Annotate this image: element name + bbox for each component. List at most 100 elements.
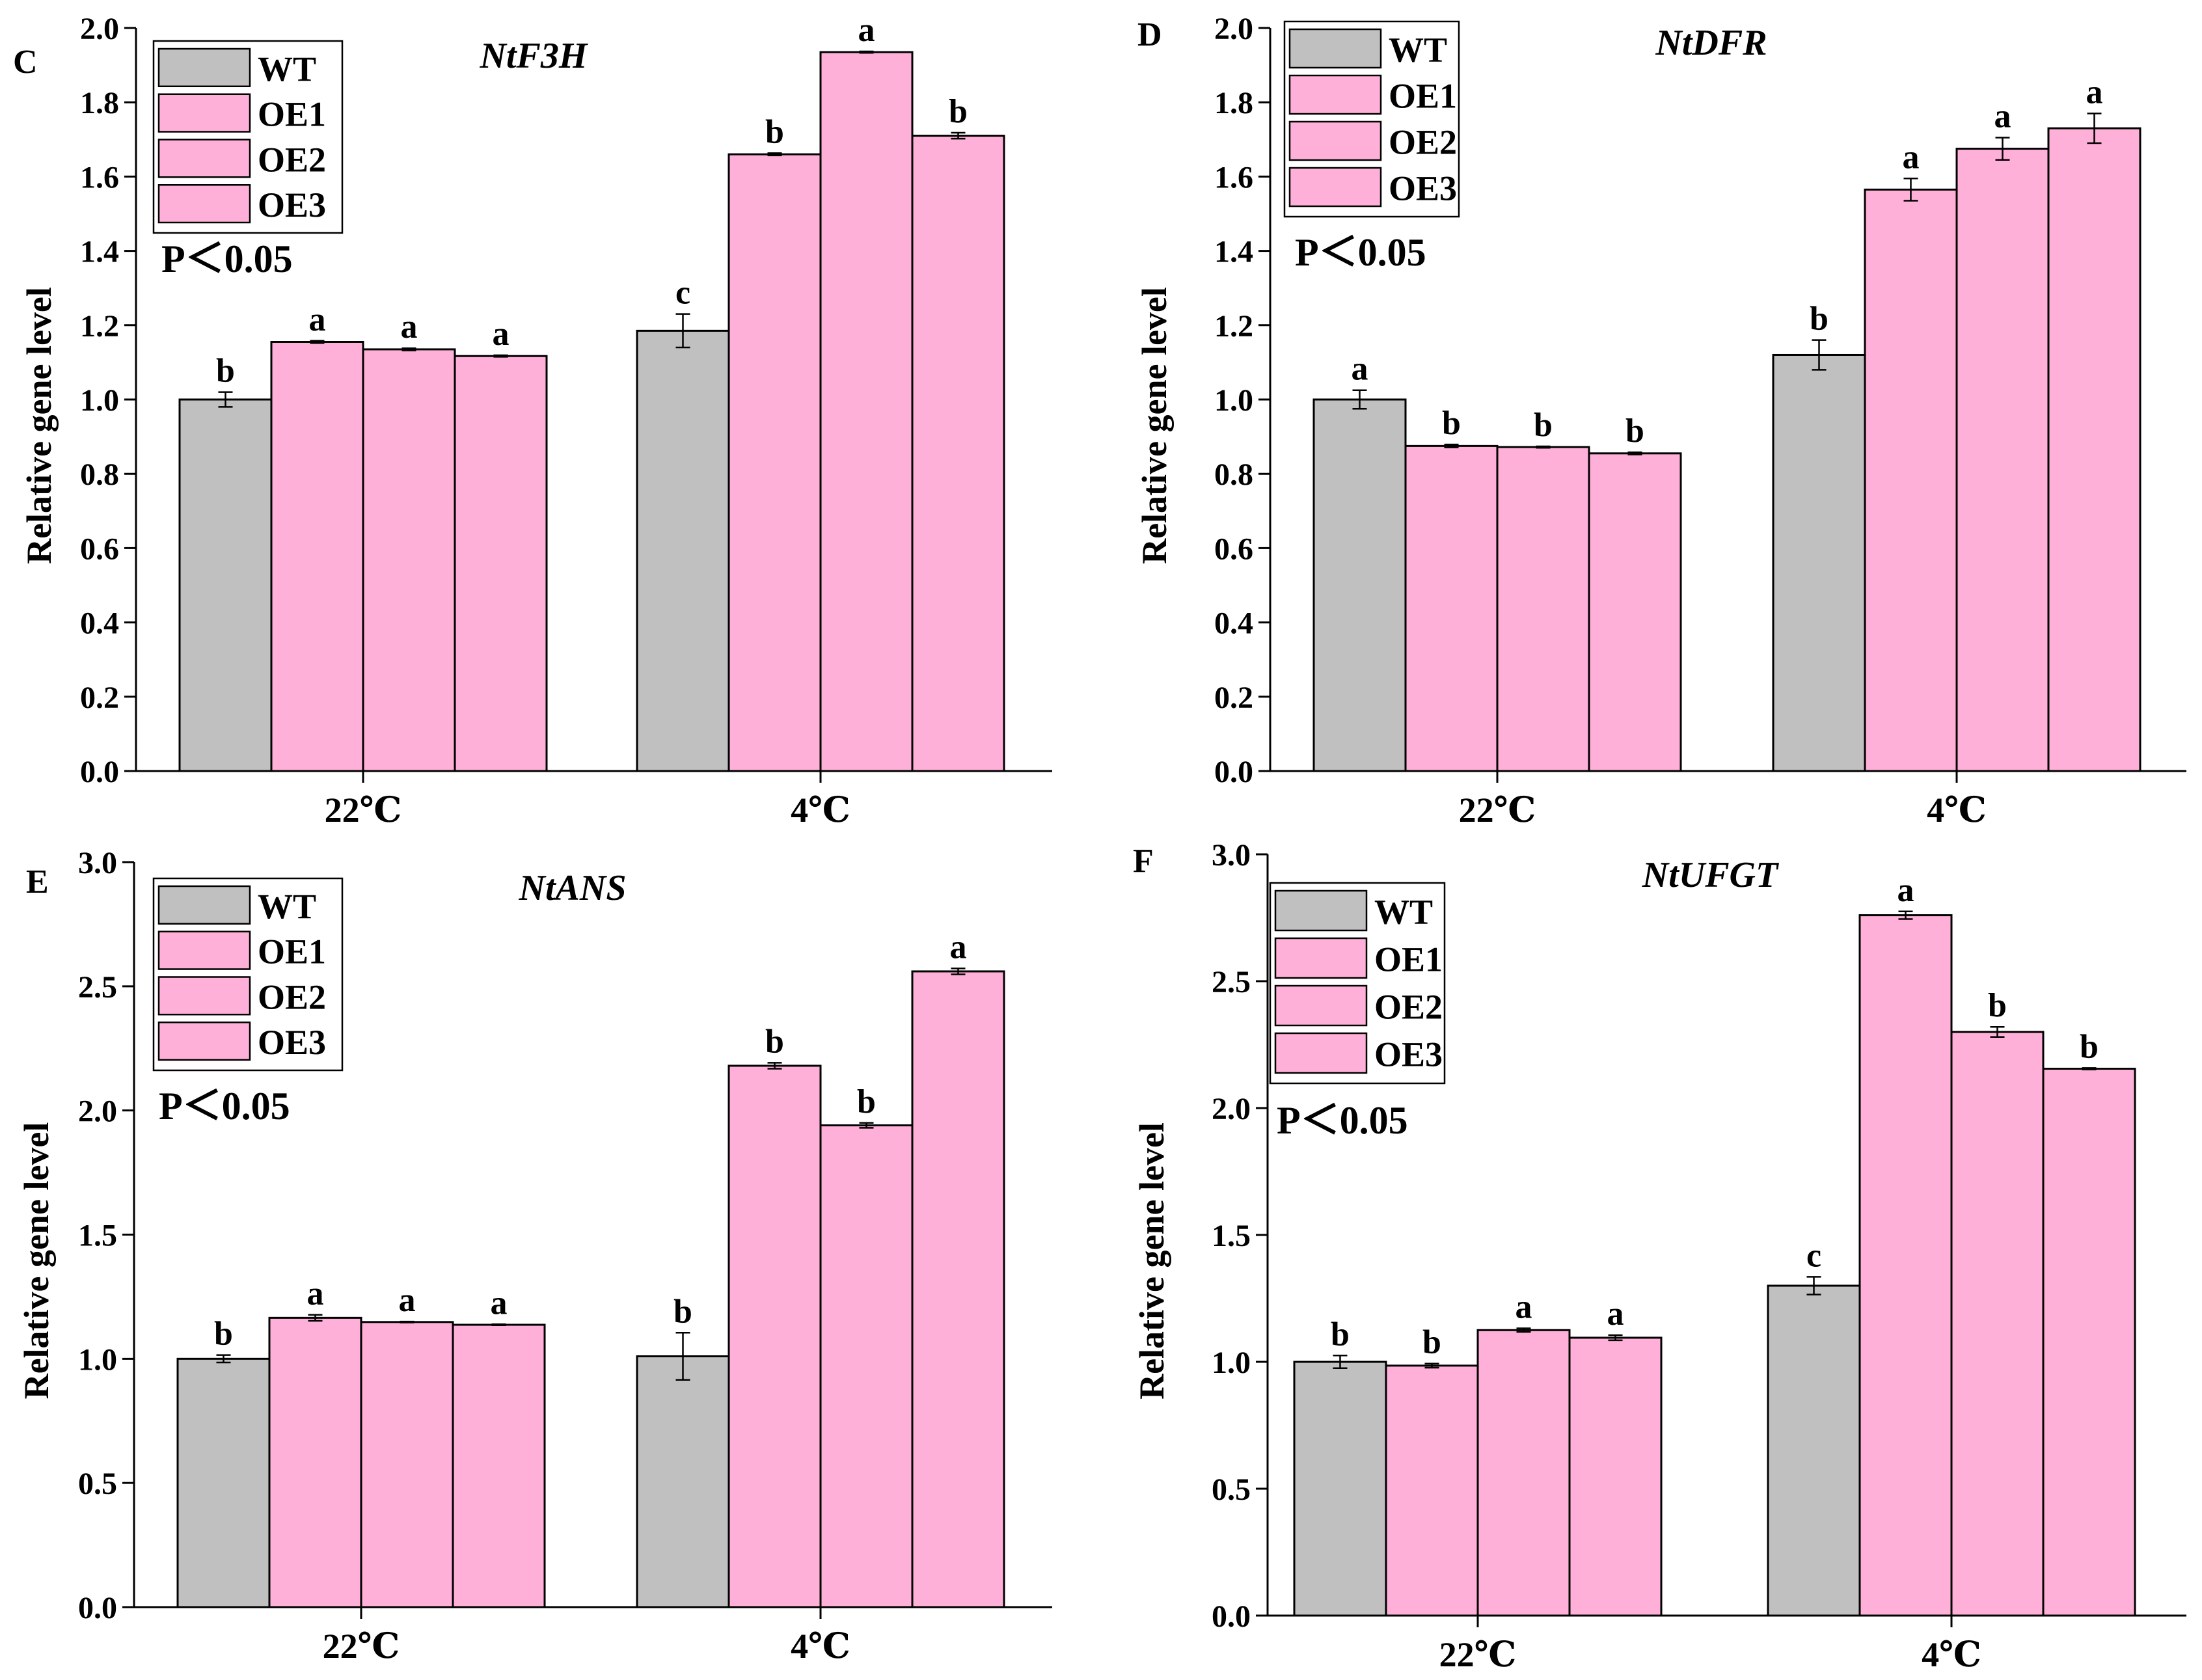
y-tick-label: 2.0 [80,12,119,46]
x-tick-label: 4℃ [1927,791,1987,830]
gene-title: NtF3H [480,36,588,76]
legend-label: WT [258,49,316,88]
error-bar [1536,445,1551,449]
y-tick-label: 1.4 [1214,235,1253,269]
bar-oe2-4c [819,51,914,772]
bar-oe3-4c [2042,1068,2136,1617]
legend-swatch-oe3 [157,1022,251,1061]
significance-letter: a [1903,139,1920,176]
bar-oe3-4c [911,135,1005,772]
chart-panel-F: 0.0 0.5 1.0 1.5 2.0 2.5 3.0 22℃ 4℃ b c b a a b a b F NtUFG… [1132,838,2186,1674]
error-bar [1516,1327,1531,1333]
significance-letter: b [857,1083,876,1120]
error-bar [675,313,690,349]
legend-label: WT [1389,31,1447,70]
legend-label: WT [1374,893,1433,932]
legend-swatch-oe2 [1274,984,1368,1027]
significance-letter: b [1442,405,1461,442]
bar-wt-4c [1767,1284,1861,1617]
legend-label: OE2 [1389,123,1457,162]
chart-panel-E: 0.0 0.5 1.0 1.5 2.0 2.5 3.0 22℃ 4℃ b b a b a b a a E NtANS… [17,846,1052,1666]
error-bar [2087,113,2102,144]
bar-oe1-4c [727,1064,822,1608]
legend-swatch-oe2 [157,139,251,178]
error-bar [951,131,966,140]
legend-swatch-oe1 [157,93,251,133]
significance-letter: b [216,353,235,390]
legend-label: OE3 [1374,1035,1443,1074]
error-bar [400,1320,415,1323]
legend-label: OE1 [1389,77,1457,116]
error-bar [767,1062,782,1070]
x-tick-label: 22℃ [1459,791,1536,830]
y-tick-label: 0.0 [1214,755,1253,789]
error-bar [1627,451,1642,455]
panel-letter: E [26,863,49,901]
significance-letter: a [1607,1295,1624,1333]
gene-title: NtDFR [1655,23,1767,63]
significance-letter: a [858,12,875,49]
significance-letter: c [1806,1237,1821,1274]
bar-oe3-4c [2047,127,2141,772]
bar-oe3-22c [1588,452,1682,772]
x-tick-label: 22℃ [323,1627,400,1666]
y-tick-label: 0.5 [78,1467,117,1501]
y-tick-label: 1.2 [1214,309,1253,344]
legend: WT OE1 OE2 OE3 [1283,20,1460,218]
error-bar [859,50,874,54]
error-bar [491,1323,506,1327]
significance-letter: a [950,928,967,966]
legend-swatch-oe3 [157,184,251,224]
y-tick-label: 0.6 [80,532,119,566]
significance-letter: a [493,316,510,353]
significance-letter: a [1897,872,1914,909]
legend-swatch-oe3 [1274,1032,1368,1074]
y-tick-label: 1.5 [78,1219,117,1253]
error-bar [1444,443,1459,448]
significance-letter: c [675,275,690,312]
legend-label: OE3 [258,185,326,224]
y-tick-label: 0.2 [1214,681,1253,715]
error-bar [1990,1025,2005,1038]
y-tick-label: 2.0 [78,1094,117,1129]
panel-letter: D [1137,16,1162,53]
x-tick-label: 4℃ [791,791,850,830]
bar-oe1-22c [1385,1364,1479,1617]
y-tick-label: 2.5 [1212,965,1251,999]
legend-swatch-oe2 [1288,120,1382,161]
y-tick-label: 1.0 [1212,1346,1251,1380]
legend-swatch-wt [1274,889,1368,932]
y-tick-label: 1.8 [1214,86,1253,120]
y-tick-label: 0.0 [80,755,119,789]
y-tick-label: 1.5 [1212,1219,1251,1253]
y-tick-label: 1.6 [1214,160,1253,195]
legend-label: WT [258,887,316,926]
significance-letter: a [401,308,418,345]
legend-label: OE1 [1374,940,1443,979]
y-tick-label: 0.2 [80,681,119,715]
significance-letter: a [307,1275,324,1312]
y-tick-label: 0.8 [80,457,119,492]
bar-oe1-22c [270,340,364,772]
significance-letter: b [1988,987,2007,1024]
error-bar [310,340,325,344]
y-tick-label: 2.0 [1214,12,1253,46]
x-tick-label: 4℃ [1922,1635,1981,1674]
x-tick-label: 4℃ [791,1627,850,1666]
legend-swatch-oe2 [157,976,251,1016]
error-bar [308,1314,323,1322]
error-bar [1352,389,1367,410]
legend-swatch-wt [1288,28,1382,69]
significance-letter: a [399,1282,416,1319]
error-bar [1608,1334,1623,1342]
legend-label: OE2 [1374,988,1443,1027]
y-tick-label: 0.0 [78,1591,117,1625]
panel-letter: F [1133,843,1154,880]
legend: WT OE1 OE2 OE3 [152,40,344,234]
y-tick-label: 0.4 [1214,606,1253,641]
bar-oe2-22c [362,348,456,772]
bar-wt-4c [1772,353,1866,772]
error-bar [859,1122,874,1129]
legend-swatch-oe1 [1288,74,1382,115]
